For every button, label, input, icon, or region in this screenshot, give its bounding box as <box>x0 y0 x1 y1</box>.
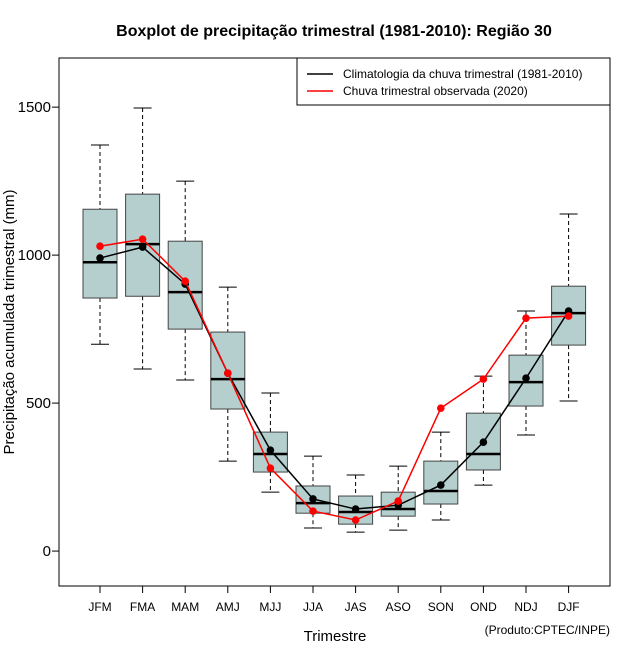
series-point-1-MJJ <box>266 464 275 473</box>
y-axis: 0 500 1000 1500 <box>18 99 59 560</box>
y-tick-label: 1000 <box>18 247 51 264</box>
series-point-0-NDJ <box>522 374 530 383</box>
series-point-1-FMA <box>138 235 147 243</box>
series-point-1-ASO <box>394 497 403 505</box>
series-point-1-JAS <box>351 516 360 524</box>
box-NDJ <box>508 310 544 436</box>
x-tick-label: MJJ <box>259 600 281 614</box>
series-point-1-OND <box>479 375 488 383</box>
series-point-1-AMJ <box>224 369 232 378</box>
x-tick-label: MAM <box>171 600 199 614</box>
x-tick-label: JJA <box>303 600 323 614</box>
box-iqr <box>167 240 203 330</box>
x-tick-label: OND <box>470 600 497 614</box>
legend-box <box>296 57 611 106</box>
legend-label-climatology: Climatologia da chuva trimestral (1981-2… <box>343 67 582 81</box>
x-tick-label: FMA <box>130 600 155 614</box>
box-iqr <box>82 208 118 299</box>
series-point-1-JFM <box>96 242 104 251</box>
box-SON <box>423 431 459 521</box>
series-point-0-SON <box>437 481 445 489</box>
series-point-1-SON <box>437 404 445 412</box>
series-line-0 <box>99 246 570 510</box>
x-tick-label: JFM <box>88 600 111 614</box>
x-axis: JFM FMA MAM AMJ MJJ JJA JAS ASO SON OND NDJ DJF <box>88 586 580 614</box>
boxes <box>82 107 587 533</box>
y-tick-label: 500 <box>26 395 51 412</box>
plot-area <box>58 57 611 587</box>
series-point-0-JJA <box>309 495 317 503</box>
series-point-0-JFM <box>96 254 104 262</box>
y-tick-label: 0 <box>43 543 51 560</box>
legend: Climatologia da chuva trimestral (1981-2… <box>296 57 611 106</box>
series-lines <box>96 235 573 524</box>
footnote: (Produto:CPTEC/INPE) <box>485 623 610 637</box>
series-point-0-JAS <box>351 505 360 513</box>
y-tick-label: 1500 <box>18 99 51 116</box>
x-tick-label: ASO <box>386 600 411 614</box>
series-point-1-NDJ <box>522 314 530 322</box>
chart-title: Boxplot de precipitação trimestral (1981… <box>116 23 552 40</box>
x-tick-label: AMJ <box>216 600 240 614</box>
series-line-1 <box>99 238 569 521</box>
x-axis-label: Trimestre <box>304 628 367 645</box>
box-OND <box>465 375 501 486</box>
x-tick-label: NDJ <box>514 600 537 614</box>
y-axis-label: Precipitação acumulada trimestral (mm) <box>1 189 18 454</box>
series-point-1-MAM <box>181 277 189 285</box>
series-point-0-OND <box>479 438 488 446</box>
x-tick-label: DJF <box>558 600 580 614</box>
series-point-1-JJA <box>309 507 317 515</box>
series-point-0-FMA <box>138 243 147 251</box>
legend-label-observed: Chuva trimestral observada (2020) <box>343 84 528 98</box>
series-point-1-DJF <box>564 312 573 320</box>
x-tick-label: SON <box>428 600 454 614</box>
series-point-0-MJJ <box>266 446 275 454</box>
box-JJA <box>295 455 331 529</box>
box-MAM <box>167 180 203 381</box>
x-tick-label: JAS <box>345 600 367 614</box>
